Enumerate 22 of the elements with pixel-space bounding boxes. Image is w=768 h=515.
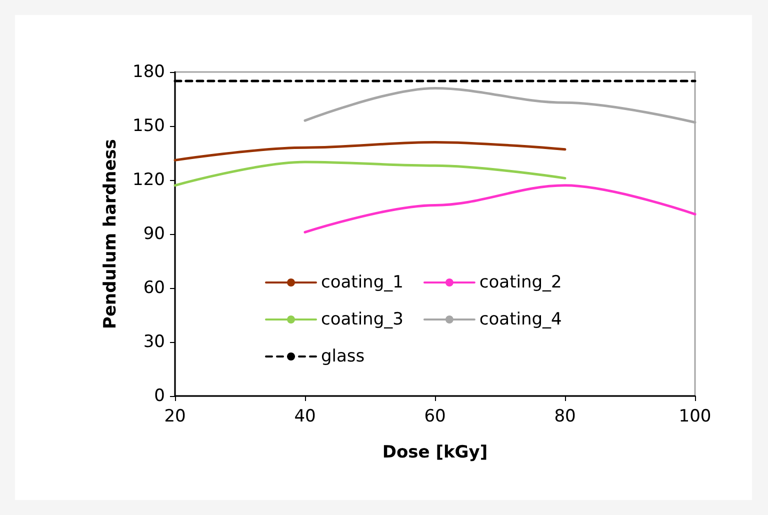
y-tick-label: 120 <box>132 170 165 190</box>
x-tick-label: 60 <box>424 406 446 426</box>
legend-label: glass <box>321 346 365 366</box>
y-tick-label: 60 <box>143 278 165 298</box>
y-tick-label: 0 <box>154 386 165 406</box>
y-axis-title: Pendulum hardness <box>100 139 120 329</box>
legend-label: coating_4 <box>479 310 562 330</box>
y-tick-label: 150 <box>132 116 165 136</box>
x-tick-label: 20 <box>164 406 186 426</box>
x-tick-label: 80 <box>554 406 576 426</box>
line-series <box>174 160 566 187</box>
y-tick-label: 180 <box>132 62 165 82</box>
legend-label: coating_1 <box>321 272 404 292</box>
y-tick-label: 90 <box>143 224 165 244</box>
legend-label: coating_2 <box>479 272 562 292</box>
line-series <box>304 184 696 234</box>
x-tick-label: 40 <box>294 406 316 426</box>
x-axis-title: Dose [kGy] <box>382 442 488 462</box>
line-series <box>174 140 566 162</box>
x-tick-label: 100 <box>678 406 712 426</box>
y-tick-label: 30 <box>143 332 165 352</box>
legend-label: coating_3 <box>321 310 404 330</box>
